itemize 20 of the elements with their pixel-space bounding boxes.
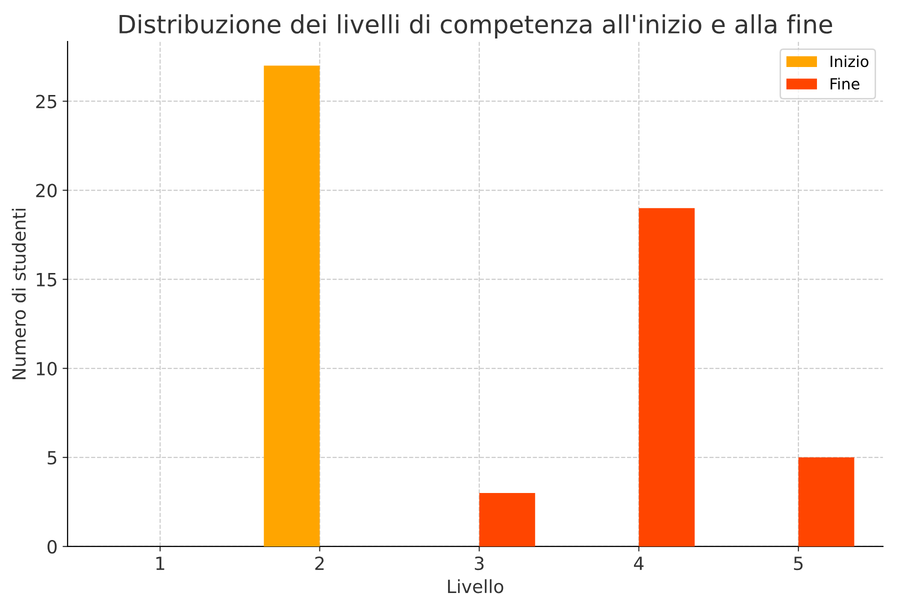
bar: [798, 457, 854, 546]
chart-title: Distribuzione dei livelli di competenza all'inizio e alla fine: [120, 14, 832, 38]
y-tick-label: 0: [48, 540, 57, 554]
x-tick-label: 5: [794, 556, 803, 570]
y-tick-label: 15: [36, 273, 56, 286]
y-tick-label: 5: [48, 451, 56, 465]
y-tick-label: 25: [36, 94, 56, 108]
x-tick-label: 2: [315, 556, 324, 570]
y-axis-title: Numero di studenti: [12, 208, 26, 380]
y-tick-label: 20: [36, 184, 57, 198]
bar: [638, 208, 695, 546]
legend-label: Fine: [830, 78, 860, 90]
x-tick-label: 1: [156, 556, 164, 570]
bar: [479, 493, 536, 546]
y-tick-label: 10: [36, 362, 57, 376]
legend-label: Inizio: [830, 55, 868, 68]
x-axis-title: Livello: [448, 579, 504, 594]
bar: [264, 66, 320, 546]
x-tick-label: 3: [474, 556, 484, 570]
x-tick-label: 4: [634, 556, 644, 570]
